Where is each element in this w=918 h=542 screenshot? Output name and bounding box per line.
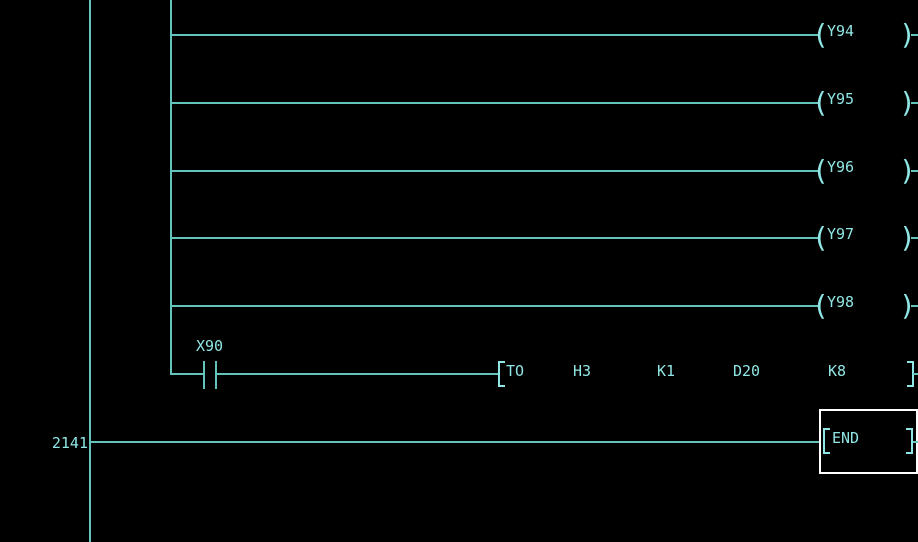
contact-bar-right	[215, 361, 217, 389]
coil-label: Y98	[827, 293, 855, 311]
coil-label: Y95	[827, 90, 855, 108]
instruction-close-bracket	[906, 428, 913, 454]
contact-label: X90	[196, 337, 224, 355]
instruction-open-bracket	[823, 428, 830, 454]
contact-x90[interactable]: X90	[194, 336, 228, 390]
instruction-to-block[interactable]: TO H3 K1 D20 K8	[497, 357, 918, 389]
coil-close-paren: )	[899, 154, 916, 187]
rung-wire	[170, 102, 818, 104]
coil-close-paren: )	[899, 18, 916, 51]
instruction-operand: D20	[733, 362, 761, 380]
rung-wire	[170, 237, 818, 239]
output-coil-y94[interactable]: ( Y94 )	[810, 17, 918, 53]
coil-open-paren: (	[812, 154, 829, 187]
instruction-operand: K1	[657, 362, 676, 380]
rung-wire	[170, 34, 818, 36]
output-coil-y97[interactable]: ( Y97 )	[810, 220, 918, 256]
output-coil-y98[interactable]: ( Y98 )	[810, 288, 918, 324]
rung-wire	[911, 237, 918, 239]
rung-wire	[911, 170, 918, 172]
instruction-open-bracket	[498, 361, 505, 387]
coil-label: Y96	[827, 158, 855, 176]
contact-bar-left	[203, 361, 205, 389]
coil-close-paren: )	[899, 221, 916, 254]
left-power-rail	[89, 0, 91, 542]
rung-wire	[913, 373, 918, 375]
coil-close-paren: )	[899, 289, 916, 322]
coil-open-paren: (	[812, 18, 829, 51]
instruction-opcode: END	[832, 429, 860, 447]
rung-wire	[170, 305, 818, 307]
rung-wire	[91, 441, 819, 443]
rung-wire	[911, 34, 918, 36]
branch-rail	[170, 0, 172, 375]
rung-wire	[170, 170, 818, 172]
rung-wire	[170, 373, 203, 375]
coil-open-paren: (	[812, 221, 829, 254]
coil-label: Y97	[827, 225, 855, 243]
instruction-opcode: TO	[506, 362, 525, 380]
rung-wire	[911, 305, 918, 307]
rung-wire	[913, 441, 918, 443]
coil-close-paren: )	[899, 86, 916, 119]
instruction-operand: H3	[573, 362, 592, 380]
coil-label: Y94	[827, 22, 855, 40]
instruction-end-block-selected[interactable]: END	[819, 409, 918, 474]
rung-wire	[911, 102, 918, 104]
rung-wire	[217, 373, 498, 375]
output-coil-y96[interactable]: ( Y96 )	[810, 153, 918, 189]
output-coil-y95[interactable]: ( Y95 )	[810, 85, 918, 121]
coil-open-paren: (	[812, 86, 829, 119]
step-number: 2141	[51, 434, 88, 452]
instruction-operand: K8	[828, 362, 847, 380]
coil-open-paren: (	[812, 289, 829, 322]
